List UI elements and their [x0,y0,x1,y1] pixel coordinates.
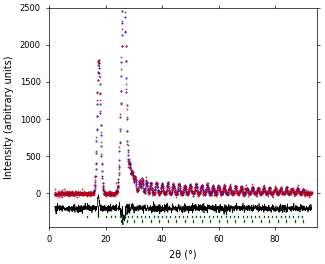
X-axis label: 2θ (°): 2θ (°) [169,250,197,260]
Y-axis label: Intensity (arbitrary units): Intensity (arbitrary units) [4,55,14,179]
